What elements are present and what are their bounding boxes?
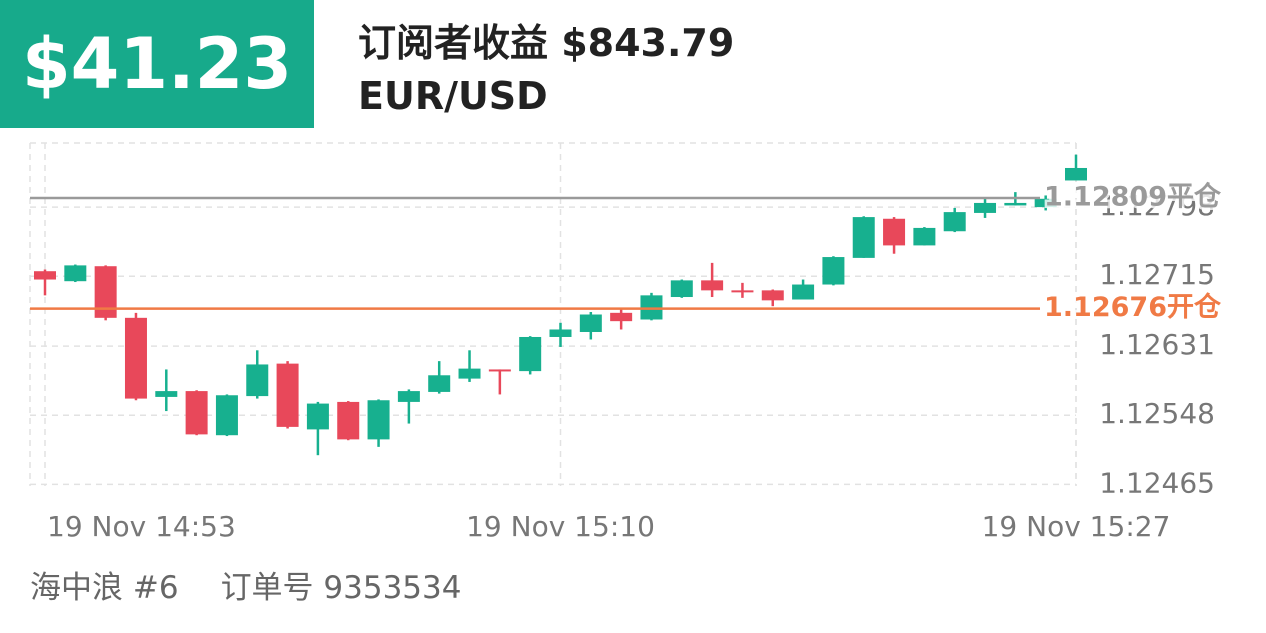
candle-body: [246, 364, 269, 397]
candle-body: [852, 217, 875, 258]
price-line-label: 1.12809平仓: [1044, 181, 1222, 212]
x-tick-label: 19 Nov 15:27: [982, 510, 1171, 543]
order-number: 订单号 9353534: [220, 570, 462, 606]
candle-body: [731, 290, 754, 293]
candle-body: [943, 212, 966, 232]
x-tick-label: 19 Nov 14:53: [47, 510, 236, 543]
candle-body: [34, 271, 56, 280]
candle-body: [792, 284, 815, 300]
candle-body: [974, 202, 997, 213]
candle-body: [579, 314, 602, 332]
candle-body: [397, 391, 420, 402]
trader: 海中浪 #6: [30, 570, 179, 606]
y-tick-label: 1.12465: [1099, 466, 1215, 499]
candle-body: [822, 257, 845, 285]
profit: $41.23: [0, 0, 314, 128]
price-line-label: 1.12676开仓: [1044, 292, 1222, 323]
candle-body: [610, 312, 633, 322]
candle-body: [185, 391, 208, 435]
x-tick-label: 19 Nov 15:10: [466, 510, 655, 543]
y-tick-label: 1.12798: [1099, 189, 1215, 222]
candle-body: [458, 368, 481, 379]
candle-body: [670, 280, 693, 298]
candle-body: [64, 265, 87, 282]
candle-body: [883, 218, 906, 246]
footer: 海中浪 #6 订单号 9353534: [30, 562, 461, 607]
candle-body: [94, 266, 117, 318]
candle-body: [428, 375, 451, 392]
candle-body: [367, 400, 390, 440]
candle-body: [276, 363, 299, 427]
candle-body: [124, 317, 147, 399]
candle-body: [337, 401, 360, 440]
candle-body: [155, 391, 178, 397]
y-tick-label: 1.12631: [1099, 328, 1215, 361]
candle-body: [549, 329, 572, 337]
candle-body: [701, 280, 724, 291]
candle-body: [761, 290, 784, 301]
candle-body: [215, 395, 238, 436]
title: 订阅者收益 $843.79: [358, 21, 735, 65]
candle-body: [488, 369, 511, 372]
y-tick-label: 1.12548: [1099, 397, 1215, 430]
candle-body: [306, 403, 329, 430]
pair: EUR/USD: [358, 74, 548, 118]
candle-body: [1065, 167, 1087, 181]
y-tick-label: 1.12715: [1099, 258, 1215, 291]
candle-body: [913, 227, 936, 246]
candle-body: [1034, 198, 1057, 208]
candle-body: [519, 336, 542, 372]
candle-body: [1004, 202, 1027, 206]
